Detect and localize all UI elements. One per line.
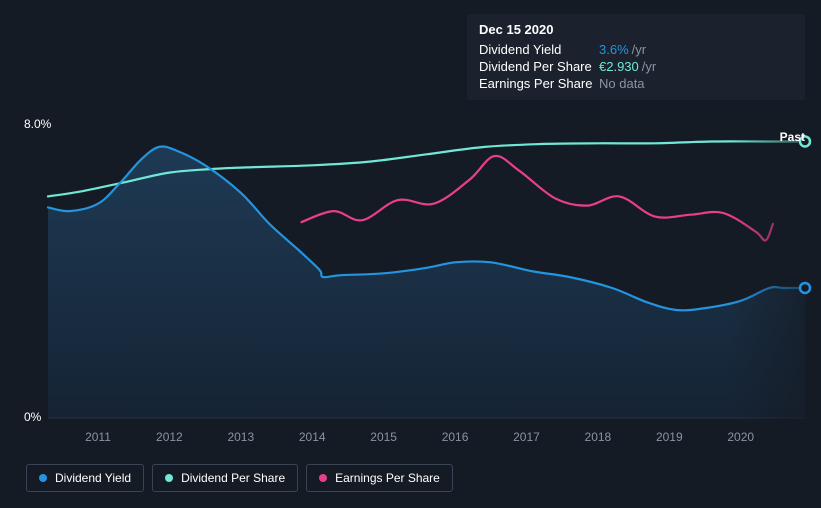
y-tick-label: 0%: [24, 410, 41, 424]
legend-dot-icon: [319, 474, 327, 482]
x-tick-label: 2011: [85, 430, 111, 444]
x-tick-label: 2017: [513, 430, 540, 444]
x-tick-label: 2018: [585, 430, 612, 444]
x-tick-label: 2020: [727, 430, 754, 444]
chart-svg: [0, 0, 821, 450]
x-tick-label: 2016: [442, 430, 469, 444]
legend-label: Dividend Per Share: [181, 471, 285, 485]
legend-item-eps[interactable]: Earnings Per Share: [306, 464, 453, 492]
past-label: Past: [780, 130, 805, 144]
legend-label: Dividend Yield: [55, 471, 131, 485]
legend-dot-icon: [39, 474, 47, 482]
legend-item-dps[interactable]: Dividend Per Share: [152, 464, 298, 492]
x-tick-label: 2015: [370, 430, 397, 444]
y-tick-label: 8.0%: [24, 117, 51, 131]
legend-item-dy[interactable]: Dividend Yield: [26, 464, 144, 492]
area-dividend-yield: [48, 146, 805, 418]
dividend-chart[interactable]: Past 8.0% 0% 2011 2012 2013 2014 2015 2016 2017…: [0, 0, 821, 450]
legend-dot-icon: [165, 474, 173, 482]
end-marker-dy: [800, 283, 810, 293]
x-tick-label: 2012: [156, 430, 183, 444]
line-eps: [302, 156, 773, 241]
x-tick-label: 2013: [227, 430, 254, 444]
legend-label: Earnings Per Share: [335, 471, 440, 485]
chart-legend: Dividend Yield Dividend Per Share Earnings…: [26, 464, 453, 492]
x-tick-label: 2019: [656, 430, 683, 444]
fade-overlay: [729, 115, 811, 420]
x-tick-label: 2014: [299, 430, 326, 444]
